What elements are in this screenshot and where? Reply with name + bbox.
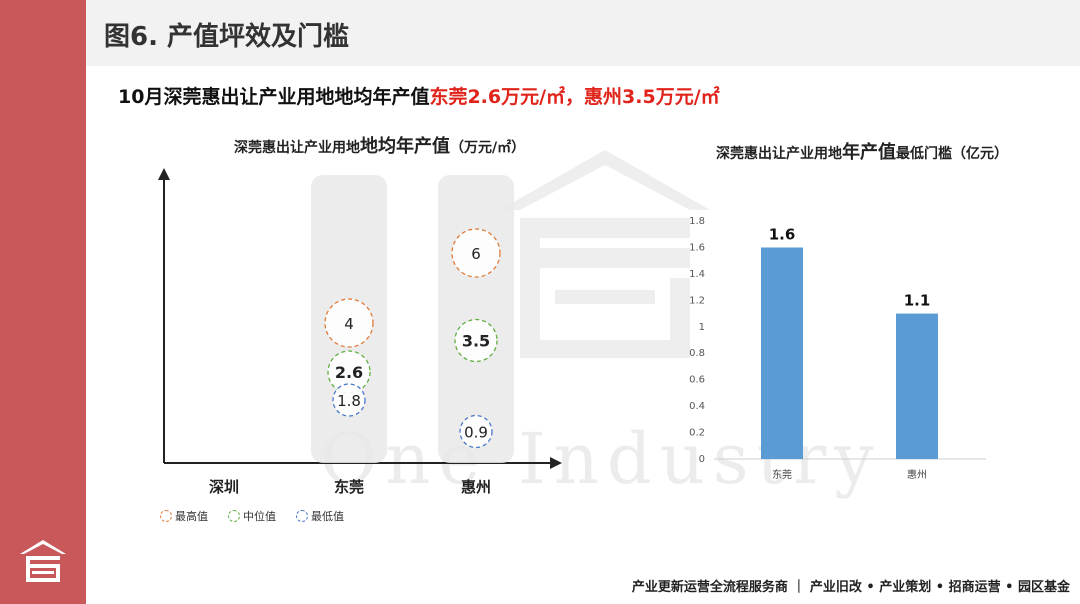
footer-tagline: 产业更新运营全流程服务商 ｜ 产业旧改 • 产业策划 • 招商运营 • 园区基金 xyxy=(631,580,1070,595)
right-y-tick-label: 0.4 xyxy=(689,401,705,412)
right-y-tick-label: 1.4 xyxy=(689,269,705,280)
legend-label: 中位值 xyxy=(243,510,276,523)
left-point-label-median-东莞: 2.6 xyxy=(335,363,363,382)
right-bar-value-label-惠州: 1.1 xyxy=(904,292,931,310)
left-point-min-东莞 xyxy=(332,383,366,417)
company-logo-icon xyxy=(20,540,66,582)
left-category-label-东莞: 东莞 xyxy=(334,478,364,496)
watermark-logo-icon xyxy=(500,150,710,358)
legend-item-0: 最高值 xyxy=(160,508,208,524)
legend-swatch-icon xyxy=(228,510,240,522)
right-y-tick-label: 0.8 xyxy=(689,348,705,359)
left-y-axis-arrow xyxy=(158,168,170,180)
left-chart-title-part2: 地均年产值 xyxy=(360,136,450,157)
right-chart-title-part2: 年产值 xyxy=(842,142,896,163)
left-point-median-东莞 xyxy=(327,350,371,394)
right-bar-惠州 xyxy=(896,313,938,459)
legend-swatch-icon xyxy=(160,510,172,522)
legend-swatch-icon xyxy=(296,510,308,522)
left-point-label-min-惠州: 0.9 xyxy=(464,424,488,442)
legend-item-1: 中位值 xyxy=(228,508,276,524)
legend-label: 最低值 xyxy=(311,510,344,523)
right-chart-title-part1: 深莞惠出让产业用地 xyxy=(716,146,842,162)
left-category-label-深圳: 深圳 xyxy=(209,478,239,496)
left-point-median-惠州 xyxy=(454,318,498,363)
right-y-tick-label: 0.2 xyxy=(689,428,705,439)
left-point-max-东莞 xyxy=(324,298,374,348)
left-x-axis-arrow xyxy=(550,457,562,469)
right-category-label-东莞: 东莞 xyxy=(772,468,792,481)
right-y-tick-label: 1.6 xyxy=(689,242,705,253)
right-y-tick-label: 1.2 xyxy=(689,295,705,306)
page-title: 图6. 产值坪效及门槛 xyxy=(104,22,350,52)
right-y-tick-label: 0 xyxy=(699,454,705,465)
right-chart-title: 深莞惠出让产业用地年产值最低门槛（亿元） xyxy=(716,138,1008,164)
left-point-label-max-惠州: 6 xyxy=(471,245,481,263)
headline-prefix: 10月深莞惠出让产业用地地均年产值 xyxy=(118,86,430,108)
sidebar-band xyxy=(0,0,86,604)
right-y-tick-label: 1 xyxy=(699,322,705,333)
right-y-tick-label: 0.6 xyxy=(689,375,705,386)
right-category-label-惠州: 惠州 xyxy=(907,468,927,481)
legend-item-2: 最低值 xyxy=(296,508,344,524)
right-y-tick-label: 1.8 xyxy=(689,216,705,227)
right-bar-东莞 xyxy=(761,247,803,459)
left-chart-title: 深莞惠出让产业用地地均年产值（万元/㎡） xyxy=(234,132,525,158)
left-point-label-max-东莞: 4 xyxy=(344,315,354,333)
left-point-max-惠州 xyxy=(451,228,501,278)
right-chart-title-part3: 最低门槛（亿元） xyxy=(896,146,1008,162)
left-chart-title-part1: 深莞惠出让产业用地 xyxy=(234,140,360,156)
left-point-label-median-惠州: 3.5 xyxy=(462,332,490,351)
left-category-label-惠州: 惠州 xyxy=(461,478,491,496)
left-point-label-min-东莞: 1.8 xyxy=(337,392,361,410)
headline: 10月深莞惠出让产业用地地均年产值东莞2.6万元/㎡，惠州3.5万元/㎡ xyxy=(118,82,720,109)
left-chart-title-part3: （万元/㎡） xyxy=(450,140,526,156)
left-point-min-惠州 xyxy=(459,414,493,449)
legend-label: 最高值 xyxy=(175,510,208,523)
headline-highlight: 东莞2.6万元/㎡，惠州3.5万元/㎡ xyxy=(429,86,720,108)
right-bar-value-label-东莞: 1.6 xyxy=(769,225,796,243)
header-band xyxy=(86,0,1080,66)
left-chart-legend: 最高值 中位值 最低值 xyxy=(160,508,344,524)
